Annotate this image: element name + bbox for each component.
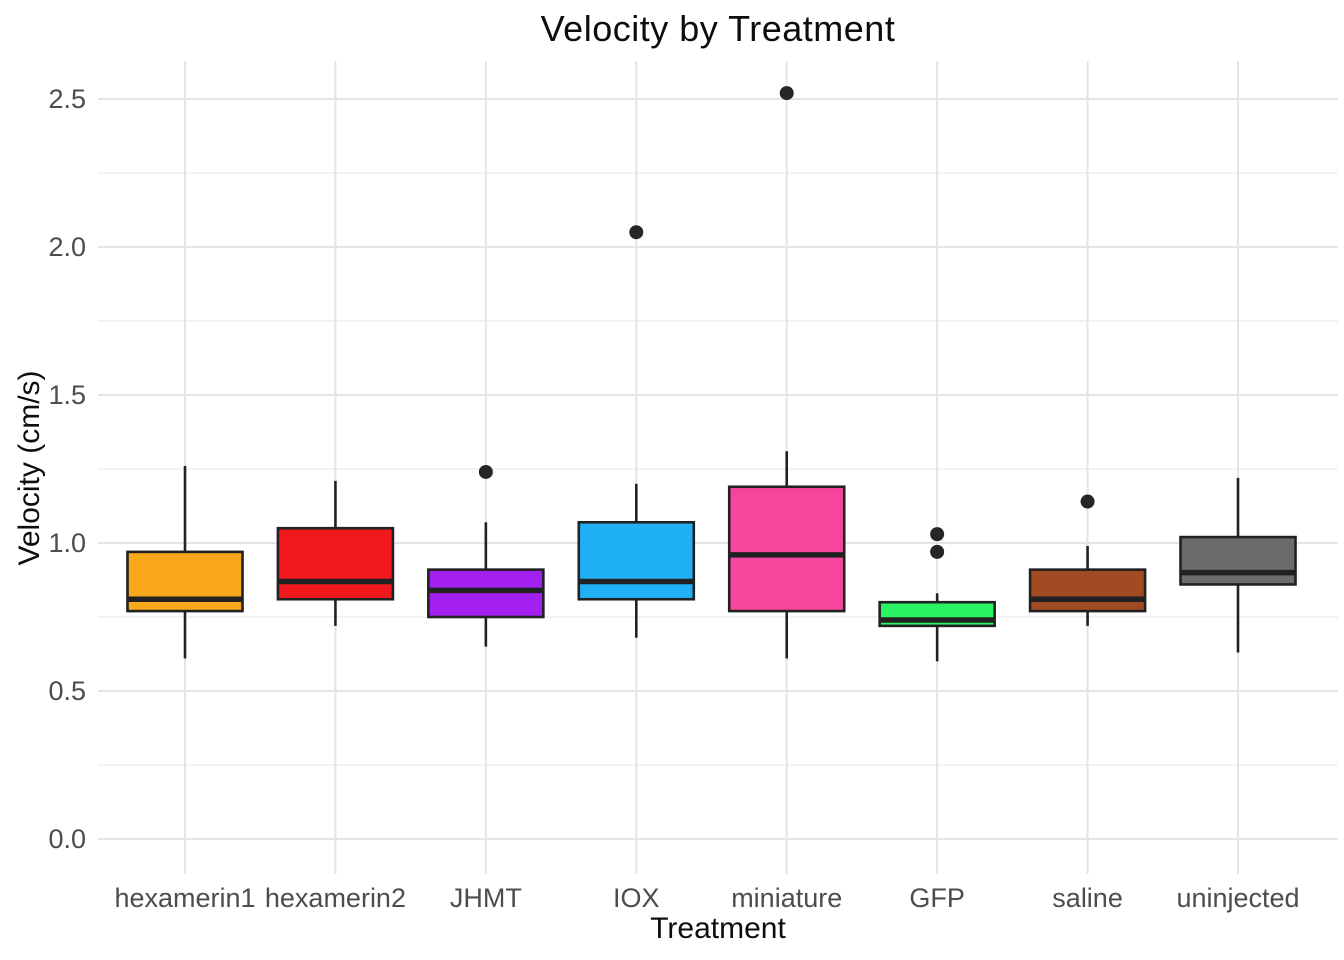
box-rect [727, 485, 846, 613]
outlier-point [779, 86, 794, 101]
y-tick-label: 0.0 [48, 824, 86, 854]
x-tick-label-saline: saline [1052, 883, 1123, 913]
boxplot-IOX [577, 225, 696, 638]
x-axis-title: Treatment [650, 912, 786, 945]
box-rect [126, 550, 244, 613]
y-tick-label: 2.0 [48, 232, 86, 262]
x-tick-label-hexamerin2: hexamerin2 [265, 883, 406, 913]
box-rect [577, 520, 696, 601]
outlier-point [478, 464, 493, 479]
y-axis-title: Velocity (cm/s) [13, 370, 46, 566]
outlier-point [1080, 494, 1095, 509]
boxplot-uninjected [1179, 477, 1297, 653]
outlier-point [930, 527, 945, 542]
y-tick-label: 0.5 [48, 676, 86, 706]
y-tick-label: 1.0 [48, 528, 86, 558]
y-tick-label: 1.5 [48, 380, 86, 410]
outlier-point [629, 225, 644, 240]
box-rect [1028, 568, 1147, 613]
y-tick-label: 2.5 [48, 84, 86, 114]
boxplot-hexamerin2 [276, 480, 395, 626]
boxplot-hexamerin1 [126, 466, 244, 659]
box-rect [427, 568, 545, 619]
x-tick-label-GFP: GFP [909, 883, 965, 913]
x-tick-label-IOX: IOX [613, 883, 660, 913]
boxplot-JHMT [427, 464, 545, 647]
x-tick-label-miniature: miniature [731, 883, 842, 913]
x-tick-label-JHMT: JHMT [450, 883, 522, 913]
box-rect [276, 526, 395, 601]
x-tick-label-uninjected: uninjected [1176, 883, 1299, 913]
x-tick-label-hexamerin1: hexamerin1 [114, 883, 255, 913]
boxplot-GFP [878, 527, 996, 662]
chart-title: Velocity by Treatment [540, 8, 896, 49]
boxplot-miniature [727, 86, 846, 659]
boxplot-saline [1028, 494, 1147, 626]
outlier-point [930, 544, 945, 559]
box-rect [1179, 535, 1297, 586]
